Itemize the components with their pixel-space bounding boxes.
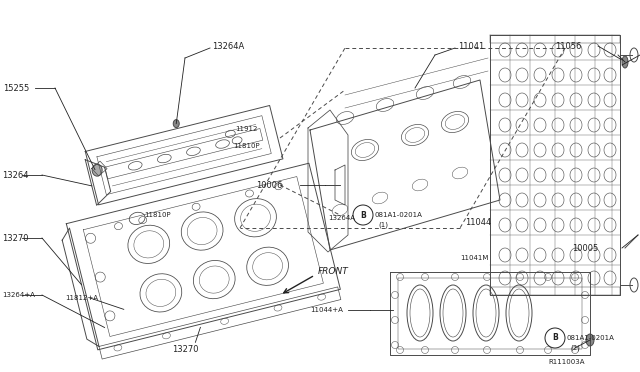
- Text: 13264A: 13264A: [212, 42, 244, 51]
- Text: 11812+A: 11812+A: [65, 295, 98, 301]
- Text: 11810P: 11810P: [233, 143, 259, 149]
- Text: 11041: 11041: [458, 42, 484, 51]
- Text: 11056: 11056: [555, 42, 581, 51]
- Text: 081A1-0201A: 081A1-0201A: [567, 335, 615, 341]
- Ellipse shape: [586, 334, 594, 346]
- Text: 15255: 15255: [3, 83, 29, 93]
- Text: 10005: 10005: [572, 244, 598, 253]
- Text: FRONT: FRONT: [318, 267, 349, 276]
- Text: 081A1-0201A: 081A1-0201A: [375, 212, 423, 218]
- Text: 13264A: 13264A: [328, 215, 355, 221]
- Ellipse shape: [173, 120, 179, 128]
- Text: 13270: 13270: [172, 345, 199, 354]
- Text: 11912: 11912: [236, 126, 258, 132]
- Text: B: B: [360, 211, 366, 219]
- Ellipse shape: [92, 164, 102, 176]
- Text: 13270: 13270: [2, 234, 29, 243]
- Text: 10006: 10006: [256, 180, 282, 189]
- Text: (2): (2): [570, 345, 580, 351]
- Text: 11044+A: 11044+A: [310, 307, 343, 313]
- Text: 13264: 13264: [2, 170, 29, 180]
- Ellipse shape: [622, 56, 628, 68]
- Text: (1): (1): [378, 222, 388, 228]
- Text: 11041M: 11041M: [460, 255, 488, 261]
- Text: 13264+A: 13264+A: [2, 292, 35, 298]
- Text: R111003A: R111003A: [548, 359, 584, 365]
- Text: B: B: [552, 334, 558, 343]
- Text: 11044: 11044: [465, 218, 492, 227]
- Text: 11810P: 11810P: [144, 212, 171, 218]
